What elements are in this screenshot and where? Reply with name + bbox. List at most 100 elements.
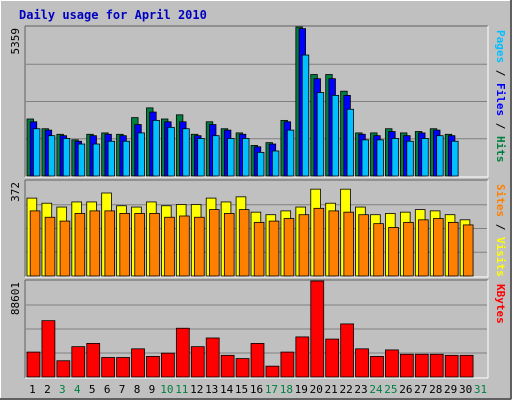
bar-sites-day-17 bbox=[268, 220, 280, 277]
bar-pages-day-27 bbox=[421, 138, 429, 177]
bar-pages-day-6 bbox=[107, 140, 116, 177]
bar-kbytes-day-28 bbox=[429, 353, 444, 378]
bar-kbytes-day-17 bbox=[265, 365, 280, 378]
bar-pages-day-26 bbox=[406, 140, 414, 177]
bar-pages-day-19 bbox=[301, 54, 310, 177]
bar-pages-day-25 bbox=[391, 138, 399, 177]
bar-sites-day-14 bbox=[223, 213, 235, 277]
panel-kbytes: 88601 KBytes bbox=[9, 279, 507, 379]
y-max-label: 5359 bbox=[9, 28, 22, 55]
bar-sites-day-22 bbox=[343, 211, 354, 277]
day-label-18: 18 bbox=[280, 383, 293, 396]
bar-sites-day-13 bbox=[209, 209, 220, 277]
day-label-13: 13 bbox=[205, 383, 218, 396]
bar-sites-day-5 bbox=[89, 210, 101, 277]
bar-pages-day-13 bbox=[212, 135, 220, 177]
bar-kbytes-day-15 bbox=[235, 358, 250, 378]
bar-sites-day-2 bbox=[44, 216, 56, 277]
bar-sites-day-24 bbox=[373, 223, 384, 277]
bar-kbytes-day-6 bbox=[101, 357, 116, 378]
bar-kbytes-day-27 bbox=[414, 353, 429, 378]
day-labels: 1 2 3 4 5 6 7 8 9 10 11 12 13 14 15 16 17 18 19 20 21 22 23 24 2… bbox=[29, 383, 487, 396]
legend-label: Pages / Files / Hits bbox=[494, 30, 507, 163]
day-label-20: 20 bbox=[310, 383, 323, 396]
bar-sites-day-21 bbox=[328, 210, 340, 277]
legend-entry: / bbox=[494, 116, 507, 136]
bar-kbytes-day-10 bbox=[161, 352, 175, 378]
bar-pages-day-1 bbox=[33, 128, 41, 177]
bar-kbytes-day-24 bbox=[370, 356, 384, 378]
bar-kbytes-day-18 bbox=[280, 351, 295, 378]
bar-pages-day-21 bbox=[331, 94, 340, 177]
bar-kbytes-day-20 bbox=[310, 280, 325, 378]
bar-pages-day-29 bbox=[451, 140, 459, 177]
bar-sites-day-7 bbox=[119, 213, 130, 277]
bar-sites-day-18 bbox=[283, 218, 295, 277]
day-label-1: 1 bbox=[29, 383, 36, 396]
bar-kbytes-day-5 bbox=[86, 343, 101, 378]
bar-pages-day-20 bbox=[316, 92, 325, 177]
bar-pages-day-3 bbox=[62, 138, 71, 177]
bar-pages-day-14 bbox=[227, 138, 235, 177]
bar-pages-day-4 bbox=[77, 143, 86, 177]
day-label-27: 27 bbox=[414, 383, 427, 396]
bar-kbytes-day-30 bbox=[459, 354, 474, 378]
bar-pages-day-12 bbox=[197, 138, 205, 177]
legend-entry: KBytes bbox=[494, 284, 507, 324]
bar-kbytes-day-4 bbox=[71, 346, 86, 378]
day-label-7: 7 bbox=[119, 383, 126, 396]
bar-sites-day-10 bbox=[164, 216, 175, 277]
bar-pages-day-7 bbox=[122, 140, 130, 177]
legend-entry: Files bbox=[494, 83, 507, 116]
day-label-15: 15 bbox=[235, 383, 248, 396]
legend-entry: Visits bbox=[494, 237, 507, 277]
bar-pages-day-5 bbox=[92, 143, 101, 177]
bar-pages-day-24 bbox=[376, 139, 384, 177]
bar-sites-day-12 bbox=[194, 216, 205, 277]
bar-sites-day-19 bbox=[298, 214, 310, 277]
chart-panels: 5359 Pages / Files / Hits 372 Sites / Visit… bbox=[9, 25, 507, 379]
chart-title: Daily usage for April 2010 bbox=[19, 8, 207, 22]
legend-entry: / bbox=[494, 217, 507, 237]
bar-sites-day-25 bbox=[388, 227, 399, 277]
bar-sites-day-4 bbox=[74, 213, 86, 277]
bar-sites-day-27 bbox=[418, 219, 429, 277]
bar-pages-day-17 bbox=[271, 150, 280, 177]
day-label-21: 21 bbox=[325, 383, 338, 396]
bar-sites-day-30 bbox=[462, 224, 474, 277]
day-label-26: 26 bbox=[399, 383, 412, 396]
bar-pages-day-22 bbox=[346, 108, 354, 177]
bar-pages-day-8 bbox=[137, 132, 145, 177]
day-label-8: 8 bbox=[134, 383, 141, 396]
bar-kbytes-day-2 bbox=[41, 320, 56, 378]
bar-sites-day-15 bbox=[238, 209, 250, 277]
bar-kbytes-day-23 bbox=[355, 348, 369, 378]
bar-kbytes-day-14 bbox=[220, 354, 235, 378]
day-label-9: 9 bbox=[149, 383, 156, 396]
bar-kbytes-day-22 bbox=[340, 323, 354, 378]
bar-kbytes-day-11 bbox=[175, 327, 190, 378]
bar-pages-day-23 bbox=[361, 139, 369, 177]
day-label-25: 25 bbox=[384, 383, 397, 396]
day-label-29: 29 bbox=[444, 383, 457, 396]
bar-pages-day-15 bbox=[242, 138, 250, 177]
bar-kbytes-day-3 bbox=[56, 360, 71, 378]
day-label-5: 5 bbox=[89, 383, 96, 396]
legend-label: KBytes bbox=[494, 284, 507, 324]
day-label-28: 28 bbox=[429, 383, 442, 396]
day-label-30: 30 bbox=[459, 383, 472, 396]
day-label-3: 3 bbox=[59, 383, 66, 396]
day-label-6: 6 bbox=[104, 383, 111, 396]
bar-kbytes-day-8 bbox=[131, 348, 145, 378]
legend-entry: Sites bbox=[494, 184, 507, 217]
legend-entry: Pages bbox=[494, 30, 507, 63]
bar-sites-day-8 bbox=[134, 213, 145, 277]
bar-kbytes-day-7 bbox=[116, 357, 130, 378]
panel-hits-files-pages: 5359 Pages / Files / Hits bbox=[9, 25, 507, 178]
bar-kbytes-day-19 bbox=[295, 336, 310, 378]
bar-pages-day-9 bbox=[152, 119, 160, 177]
bar-kbytes-day-12 bbox=[190, 346, 205, 378]
bar-sites-day-26 bbox=[403, 221, 414, 277]
